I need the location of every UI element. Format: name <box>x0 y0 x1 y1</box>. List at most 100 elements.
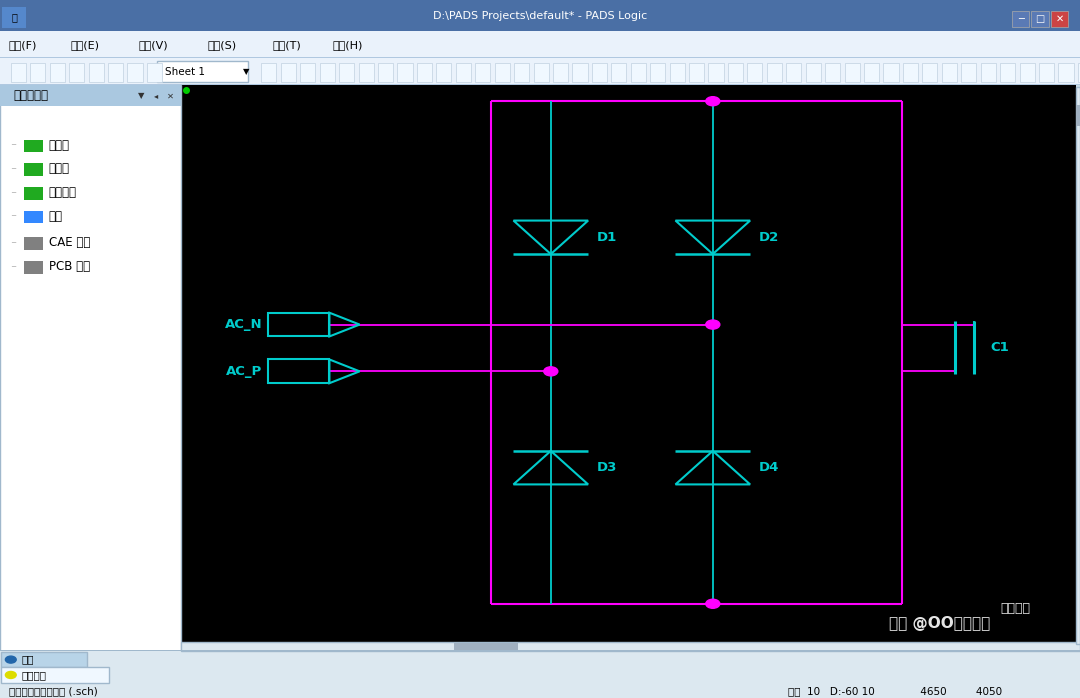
Text: 打开原理图设计文件 (.sch): 打开原理图设计文件 (.sch) <box>9 686 97 696</box>
FancyBboxPatch shape <box>11 63 26 82</box>
Text: 宽度  10   D:-60 10              4650         4050: 宽度 10 D:-60 10 4650 4050 <box>788 686 1002 696</box>
FancyBboxPatch shape <box>0 651 1080 698</box>
Text: ─: ─ <box>11 240 15 246</box>
FancyBboxPatch shape <box>981 63 996 82</box>
FancyBboxPatch shape <box>1020 63 1035 82</box>
FancyBboxPatch shape <box>534 63 549 82</box>
FancyBboxPatch shape <box>728 63 743 82</box>
Circle shape <box>706 599 720 609</box>
Text: ▼: ▼ <box>138 91 145 100</box>
FancyBboxPatch shape <box>475 63 490 82</box>
Text: D:\PADS Projects\default* - PADS Logic: D:\PADS Projects\default* - PADS Logic <box>433 11 647 21</box>
Bar <box>268 359 329 383</box>
FancyBboxPatch shape <box>281 63 296 82</box>
Text: ─: ─ <box>11 142 15 148</box>
Text: □: □ <box>1036 14 1044 24</box>
FancyBboxPatch shape <box>147 63 162 82</box>
Text: AC_P: AC_P <box>226 365 262 378</box>
Text: ─: ─ <box>1017 14 1024 24</box>
FancyBboxPatch shape <box>261 63 276 82</box>
FancyBboxPatch shape <box>514 63 529 82</box>
Text: 工具(T): 工具(T) <box>272 40 301 50</box>
Circle shape <box>5 656 16 663</box>
FancyBboxPatch shape <box>0 85 181 651</box>
Circle shape <box>5 671 16 678</box>
FancyBboxPatch shape <box>1076 105 1080 126</box>
FancyBboxPatch shape <box>0 57 1080 85</box>
Text: ✕: ✕ <box>167 91 174 100</box>
Text: CAE 封装: CAE 封装 <box>49 237 90 249</box>
Text: ─: ─ <box>11 264 15 269</box>
FancyBboxPatch shape <box>825 63 840 82</box>
FancyBboxPatch shape <box>0 84 1080 85</box>
FancyBboxPatch shape <box>378 63 393 82</box>
FancyBboxPatch shape <box>0 0 1080 31</box>
FancyBboxPatch shape <box>631 63 646 82</box>
FancyBboxPatch shape <box>0 85 181 106</box>
Text: ─: ─ <box>11 214 15 219</box>
Text: ▼: ▼ <box>243 68 249 76</box>
Text: ─: ─ <box>11 190 15 195</box>
FancyBboxPatch shape <box>2 7 26 28</box>
FancyBboxPatch shape <box>495 63 510 82</box>
FancyBboxPatch shape <box>0 57 1080 58</box>
Text: Sheet 1: Sheet 1 <box>165 67 205 77</box>
FancyBboxPatch shape <box>747 63 762 82</box>
Text: 网络: 网络 <box>49 210 63 223</box>
Text: 编辑(E): 编辑(E) <box>70 40 99 50</box>
Text: 项目: 项目 <box>22 655 35 664</box>
FancyBboxPatch shape <box>127 63 143 82</box>
FancyBboxPatch shape <box>767 63 782 82</box>
FancyBboxPatch shape <box>883 63 899 82</box>
FancyBboxPatch shape <box>181 642 1080 651</box>
FancyBboxPatch shape <box>359 63 374 82</box>
FancyBboxPatch shape <box>24 163 43 176</box>
FancyBboxPatch shape <box>845 63 860 82</box>
FancyBboxPatch shape <box>30 63 45 82</box>
FancyBboxPatch shape <box>300 63 315 82</box>
FancyBboxPatch shape <box>417 63 432 82</box>
Text: D1: D1 <box>597 231 617 244</box>
FancyBboxPatch shape <box>69 63 84 82</box>
FancyBboxPatch shape <box>0 31 1080 57</box>
FancyBboxPatch shape <box>24 187 43 200</box>
FancyBboxPatch shape <box>961 63 976 82</box>
FancyBboxPatch shape <box>456 63 471 82</box>
FancyBboxPatch shape <box>24 261 43 274</box>
FancyBboxPatch shape <box>397 63 413 82</box>
FancyBboxPatch shape <box>1 667 109 683</box>
FancyBboxPatch shape <box>922 63 937 82</box>
FancyBboxPatch shape <box>572 63 588 82</box>
Text: 头条 @OO店技术宅: 头条 @OO店技术宅 <box>889 616 990 631</box>
Text: D4: D4 <box>759 461 779 474</box>
Text: PCB 封装: PCB 封装 <box>49 260 90 273</box>
FancyBboxPatch shape <box>1000 63 1015 82</box>
FancyBboxPatch shape <box>1076 87 1080 644</box>
FancyBboxPatch shape <box>320 63 335 82</box>
Text: ◂: ◂ <box>154 91 159 100</box>
FancyBboxPatch shape <box>24 140 43 152</box>
Text: 查看(V): 查看(V) <box>138 40 167 50</box>
FancyBboxPatch shape <box>708 63 724 82</box>
Text: C1: C1 <box>990 341 1009 354</box>
FancyBboxPatch shape <box>864 63 879 82</box>
Text: 元器件: 元器件 <box>49 163 69 175</box>
Text: 原理图: 原理图 <box>49 139 69 151</box>
Text: 电路点通: 电路点通 <box>1000 602 1030 615</box>
FancyBboxPatch shape <box>670 63 685 82</box>
Text: ✕: ✕ <box>1055 14 1064 24</box>
FancyBboxPatch shape <box>339 63 354 82</box>
FancyBboxPatch shape <box>50 63 65 82</box>
FancyBboxPatch shape <box>89 63 104 82</box>
Circle shape <box>543 367 557 376</box>
FancyBboxPatch shape <box>436 63 451 82</box>
Circle shape <box>706 320 720 329</box>
Text: ─: ─ <box>11 166 15 172</box>
FancyBboxPatch shape <box>942 63 957 82</box>
Text: 文件(F): 文件(F) <box>9 40 37 50</box>
FancyBboxPatch shape <box>157 61 248 82</box>
FancyBboxPatch shape <box>611 63 626 82</box>
Circle shape <box>706 97 720 106</box>
FancyBboxPatch shape <box>553 63 568 82</box>
FancyBboxPatch shape <box>24 211 43 223</box>
